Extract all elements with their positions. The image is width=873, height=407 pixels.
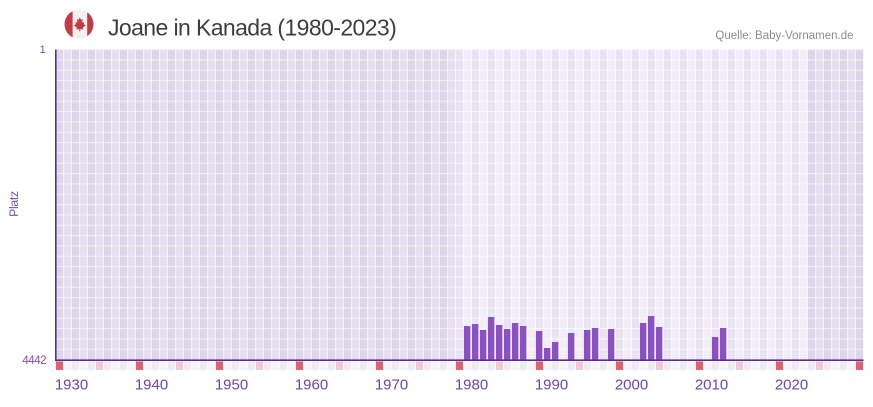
svg-text:2010: 2010 <box>695 376 728 393</box>
svg-text:1970: 1970 <box>375 376 408 393</box>
svg-text:2000: 2000 <box>615 376 648 393</box>
svg-text:1940: 1940 <box>135 376 168 393</box>
svg-text:Quelle: Baby-Vornamen.de: Quelle: Baby-Vornamen.de <box>715 30 853 42</box>
svg-text:1990: 1990 <box>535 376 568 393</box>
svg-text:Joane in Kanada (1980-2023): Joane in Kanada (1980-2023) <box>108 14 396 40</box>
svg-text:1: 1 <box>40 44 46 56</box>
svg-text:1980: 1980 <box>455 376 488 393</box>
svg-text:4442: 4442 <box>22 355 46 367</box>
svg-text:1930: 1930 <box>55 376 88 393</box>
svg-text:1960: 1960 <box>295 376 328 393</box>
svg-text:1950: 1950 <box>215 376 248 393</box>
svg-text:2020: 2020 <box>775 376 808 393</box>
svg-text:Platz: Platz <box>7 191 21 217</box>
